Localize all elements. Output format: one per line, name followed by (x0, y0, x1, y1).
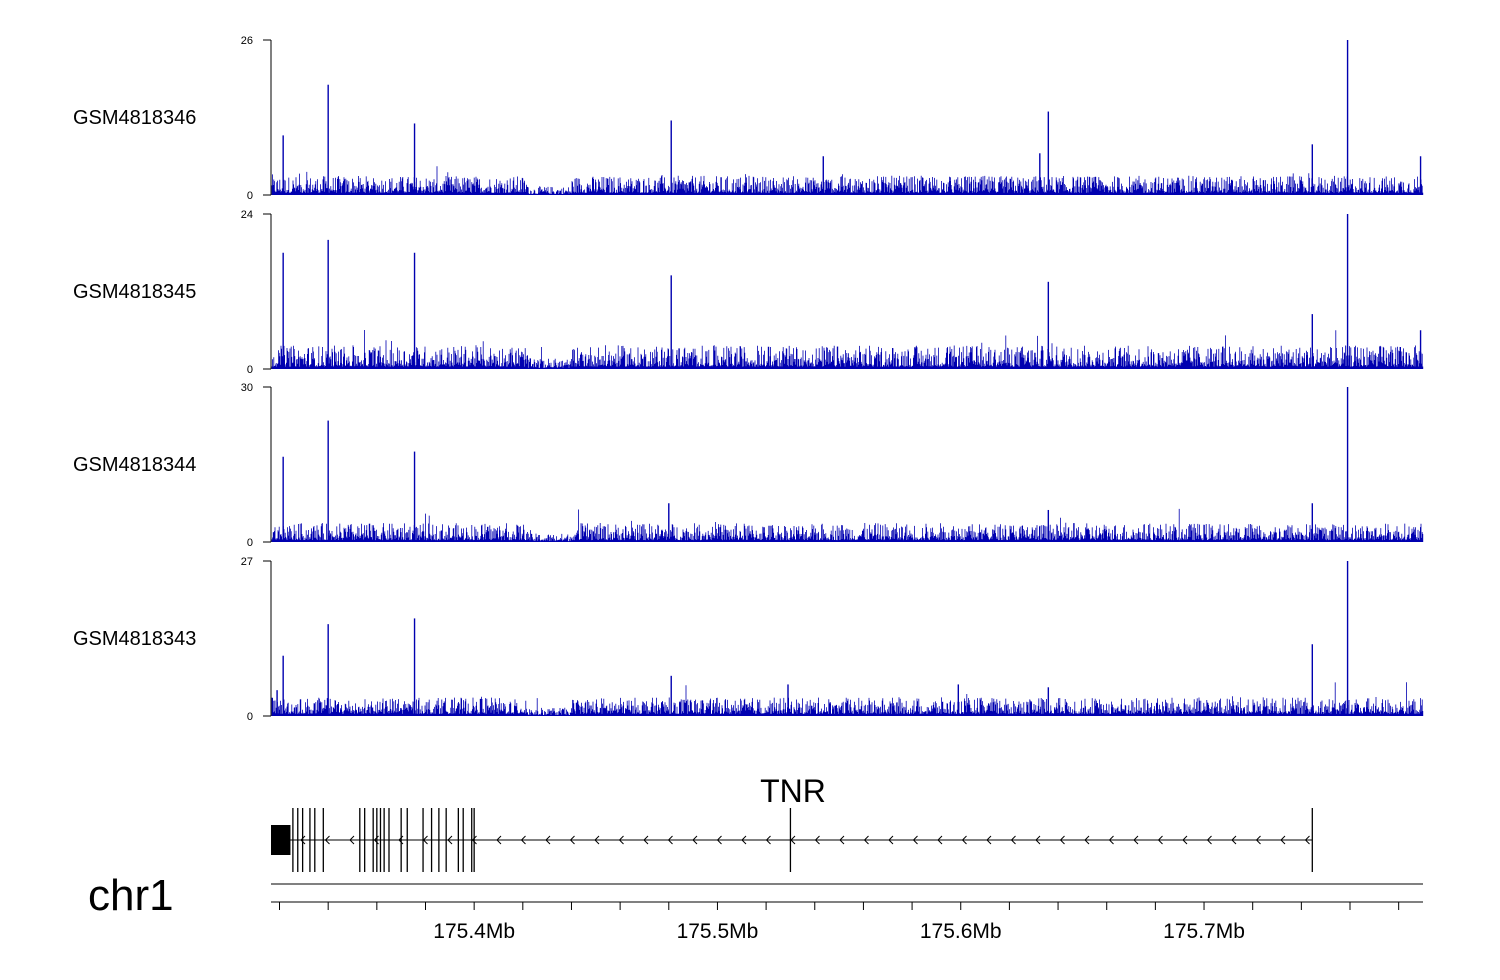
strand-chevron (398, 835, 404, 845)
track-label: GSM4818346 (73, 107, 196, 129)
strand-chevron (1035, 835, 1041, 845)
strand-chevron (1010, 835, 1016, 845)
strand-chevron (373, 835, 379, 845)
track-label: GSM4818344 (73, 454, 196, 476)
y-min-label: 0 (247, 537, 253, 549)
strand-chevron (814, 835, 820, 845)
gene-annotation-track: TNR (271, 773, 1313, 872)
track-label: GSM4818345 (73, 281, 196, 303)
axis-tick-label: 175.4Mb (433, 920, 515, 943)
strand-chevron (1133, 835, 1139, 845)
strand-chevron (471, 835, 477, 845)
strand-chevron (447, 835, 453, 845)
strand-chevron (324, 835, 330, 845)
strand-chevron (961, 835, 967, 845)
signal-tracks: GSM4818346260GSM4818345240GSM4818344300G… (73, 35, 1424, 723)
strand-chevron (569, 835, 575, 845)
y-min-label: 0 (247, 190, 253, 202)
track-GSM4818345: GSM4818345 24 0 (73, 209, 1424, 376)
strand-chevron (888, 835, 894, 845)
y-max-label: 30 (241, 382, 253, 394)
strand-chevron (545, 835, 551, 845)
y-min-label: 0 (247, 711, 253, 723)
track-GSM4818346: GSM4818346 26 0 (73, 35, 1424, 202)
strand-chevron (716, 835, 722, 845)
strand-chevron (912, 835, 918, 845)
strand-chevron (1231, 835, 1237, 845)
strand-chevron (300, 835, 306, 845)
strand-chevron (937, 835, 943, 845)
axis-tick-label: 175.5Mb (677, 920, 759, 943)
strand-chevron (496, 835, 502, 845)
track-GSM4818344: GSM4818344 30 0 (73, 382, 1424, 549)
strand-chevron (594, 835, 600, 845)
strand-chevron (1084, 835, 1090, 845)
strand-chevron (1157, 835, 1163, 845)
strand-chevron (618, 835, 624, 845)
chromosome-label: chr1 (88, 871, 174, 920)
genomic-axis: chr1 175.4Mb 175.5Mb 175.6Mb 175.7Mb (88, 871, 1423, 943)
axis-tick-label: 175.7Mb (1163, 920, 1245, 943)
strand-chevron (667, 835, 673, 845)
coverage-signal (271, 682, 1424, 716)
coverage-signal (271, 166, 1424, 195)
track-GSM4818343: GSM4818343 27 0 (73, 556, 1424, 723)
gene-utr-block (271, 825, 291, 855)
axis-tick-label: 175.6Mb (920, 920, 1002, 943)
strand-chevron (765, 835, 771, 845)
strand-chevron (349, 835, 355, 845)
strand-chevron (1280, 835, 1286, 845)
strand-chevron (1304, 835, 1310, 845)
strand-chevron (520, 835, 526, 845)
track-label: GSM4818343 (73, 628, 196, 650)
strand-chevron (692, 835, 698, 845)
coverage-signal (271, 330, 1424, 369)
strand-chevron (790, 835, 796, 845)
gene-label: TNR (760, 773, 826, 809)
strand-chevron (1059, 835, 1065, 845)
strand-chevron (1108, 835, 1114, 845)
strand-chevron (1206, 835, 1212, 845)
y-min-label: 0 (247, 364, 253, 376)
strand-chevron (422, 835, 428, 845)
strand-chevron (839, 835, 845, 845)
y-max-label: 26 (241, 35, 253, 47)
strand-chevron (1182, 835, 1188, 845)
strand-chevron (863, 835, 869, 845)
strand-chevron (741, 835, 747, 845)
strand-chevron (1255, 835, 1261, 845)
coverage-signal (271, 508, 1424, 542)
strand-chevron (643, 835, 649, 845)
y-max-label: 27 (241, 556, 253, 568)
y-max-label: 24 (241, 209, 253, 221)
strand-chevron (986, 835, 992, 845)
